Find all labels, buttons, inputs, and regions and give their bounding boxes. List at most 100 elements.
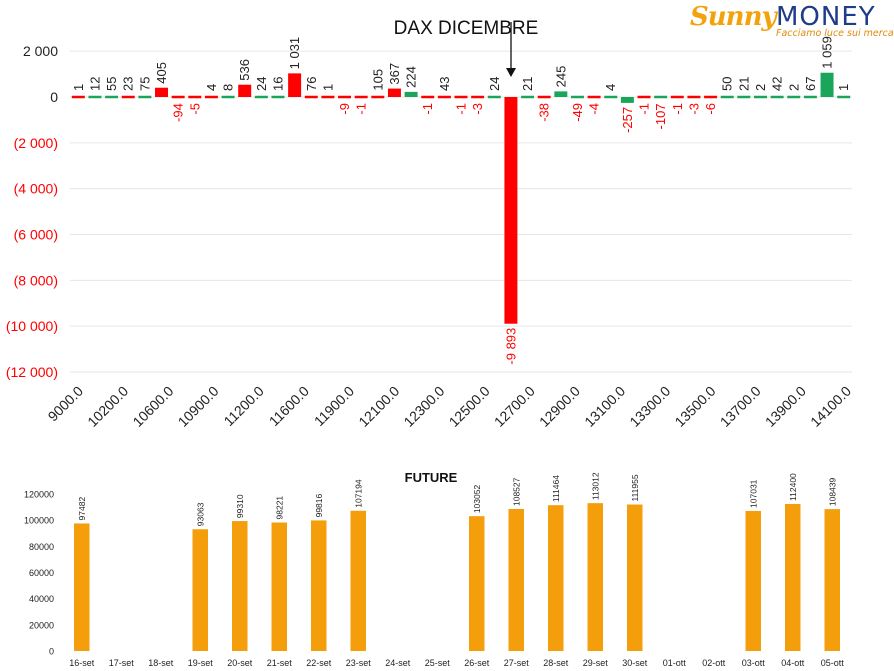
top-bar [138,95,152,99]
top-bar [437,95,451,99]
current-price-marker [506,22,516,77]
top-x-tick-label: 12500.0 [446,383,493,430]
top-bar-label: 42 [770,77,785,91]
top-bar-label: -49 [570,103,585,122]
top-x-tick-label: 13300.0 [626,383,673,430]
top-bar [620,97,634,103]
top-bar [371,95,385,99]
top-bar [221,95,235,99]
future-bar [271,522,287,651]
top-bar [105,95,119,99]
future-bar [192,529,208,651]
future-bar-label: 111464 [551,475,561,502]
future-bar [232,521,248,651]
future-bar-label: 113012 [590,472,600,500]
top-bar-label: -5 [187,103,202,115]
top-bar [88,95,102,99]
top-bar [654,95,668,99]
future-y-tick-label: 120000 [24,490,54,500]
top-y-tick-label: (4 000) [14,181,58,197]
future-x-tick-label: 20-set [227,658,253,668]
top-bar-label: -4 [587,103,602,115]
top-bar [321,95,335,99]
top-y-tick-label: 2 000 [23,43,58,59]
top-bar [121,95,135,99]
top-bar-label: 21 [736,77,751,91]
top-bar [670,95,684,99]
future-bar [469,516,485,651]
future-x-tick-label: 01-ott [663,658,687,668]
top-bar-label: -38 [537,103,552,122]
future-bar-label: 99310 [235,494,245,518]
top-bar [471,95,485,99]
future-x-tick-label: 24-set [385,658,411,668]
future-bar-label: 108439 [827,477,837,506]
top-bar [454,95,468,99]
top-bar-label: 4 [603,84,618,91]
future-x-tick-label: 25-set [425,658,451,668]
top-x-tick-label: 10900.0 [175,383,222,430]
top-bar [737,95,751,99]
future-x-tick-label: 04-ott [781,658,805,668]
top-bar-label: 76 [304,77,319,91]
future-data-labels: 97482 93063 99310 98221 99816 107194 103052 108… [77,472,838,526]
future-bar-label: 99816 [314,493,324,517]
future-y-axis: 0 20000 40000 60000 80000 100000 120000 [24,490,54,657]
top-bar-label: -1 [454,103,469,115]
future-bar [508,509,524,651]
top-bar [820,72,834,97]
top-bar-label: 1 [71,84,86,91]
top-bar-label: 23 [121,77,136,91]
top-bar-label: -94 [171,103,186,122]
future-x-tick-label: 26-set [464,658,490,668]
future-y-tick-label: 40000 [29,594,54,604]
top-y-tick-label: (6 000) [14,227,58,243]
top-bar-label: 24 [254,77,269,91]
top-bar [521,95,535,99]
top-x-axis: 9000.010200.010600.010900.011200.011600.… [45,383,855,430]
future-y-tick-label: 100000 [24,516,54,526]
future-bar [824,509,840,651]
future-bar-label: 107194 [353,479,363,508]
top-bar-label: 405 [154,62,169,84]
top-bar-label: 55 [104,77,119,91]
top-bar-label: -3 [470,103,485,115]
top-bar-label: -1 [670,103,685,115]
future-bar [745,510,761,651]
top-bar [570,95,584,99]
top-bar [754,95,767,99]
future-bar-label: 112400 [788,473,798,501]
top-x-tick-label: 10200.0 [84,383,131,430]
top-x-tick-label: 13700.0 [717,383,764,430]
future-x-tick-label: 23-set [346,658,372,668]
dax-dicembre-chart: 2 000 0 (2 000) (4 000) (6 000) (8 000) (10 00… [6,18,855,430]
top-bar-label: 24 [487,77,502,91]
top-bar [188,95,202,99]
top-y-tick-label: (8 000) [14,272,58,288]
top-bar-label: 1 [836,84,851,91]
top-bar [171,95,185,99]
top-x-tick-label: 12700.0 [491,383,538,430]
top-bar-label: 43 [437,77,452,91]
top-bar [687,95,701,99]
top-x-tick-label: 12900.0 [536,383,583,430]
top-bar-label: -1 [354,103,369,115]
top-x-tick-label: 14100.0 [807,383,854,430]
future-bar [587,503,603,651]
top-bar [238,84,252,97]
top-gridlines [70,50,852,373]
top-x-tick-label: 13100.0 [581,383,628,430]
future-bar [785,503,801,651]
top-bar [504,97,518,324]
top-bar [338,95,352,99]
future-x-tick-label: 30-set [622,658,648,668]
top-bar [487,95,501,99]
future-bar [74,523,90,651]
top-bar-label: 1 059 [820,36,835,69]
top-bar [404,91,418,97]
top-bar-label: -9 893 [503,328,518,365]
top-bar-label: -6 [703,103,718,115]
top-bar [354,95,368,99]
top-bar-label: 12 [87,77,102,91]
